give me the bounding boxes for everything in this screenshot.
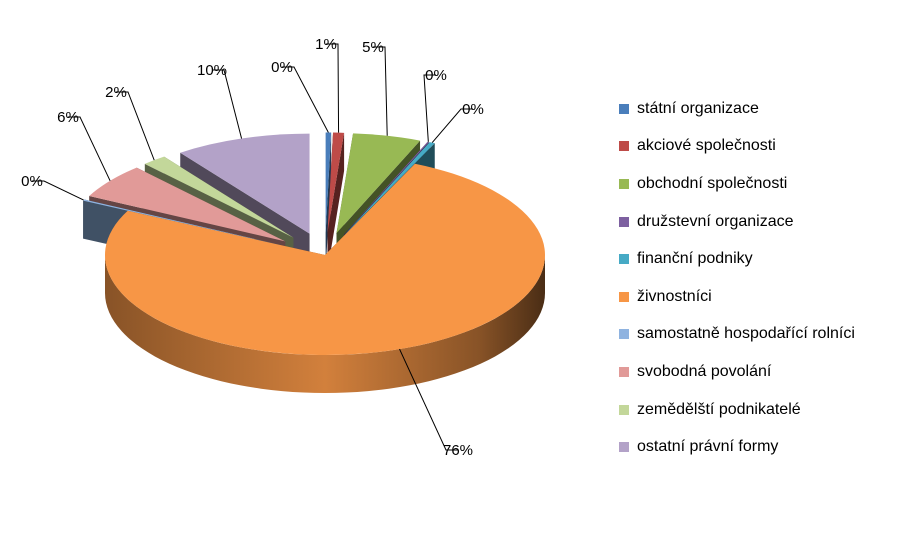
- data-label: 10%: [197, 62, 227, 79]
- pie-slice-4: [344, 142, 435, 235]
- legend-swatch: [619, 366, 629, 377]
- leader-line: [32, 180, 84, 201]
- pie-slice-side: [325, 132, 332, 271]
- legend-swatch: [619, 141, 629, 152]
- data-label: 0%: [21, 173, 43, 190]
- data-label: 2%: [105, 84, 127, 101]
- legend-swatch: [619, 103, 629, 114]
- legend-item: svobodná povolání: [619, 353, 909, 391]
- pie-slice-3: [344, 141, 429, 235]
- pie-slice-5: [105, 163, 546, 355]
- leader-line: [423, 74, 436, 142]
- legend-item: státní organizace: [619, 90, 909, 128]
- data-label: 0%: [271, 59, 293, 76]
- legend-item: ostatní právní formy: [619, 428, 909, 466]
- leader-line: [68, 116, 111, 182]
- legend-swatch: [619, 329, 629, 340]
- legend-item: živnostníci: [619, 278, 909, 316]
- leader-line: [116, 91, 155, 161]
- leader-line: [212, 69, 243, 139]
- legend-label: svobodná povolání: [637, 362, 772, 380]
- pie-slice-1: [327, 132, 345, 233]
- leader-line: [326, 43, 340, 133]
- legend-item: zemědělští podnikatelé: [619, 391, 909, 429]
- leader-line: [282, 66, 329, 133]
- legend-swatch: [619, 178, 629, 189]
- legend-label: finanční podniky: [637, 250, 753, 268]
- legend-swatch: [619, 254, 629, 265]
- legend-item: obchodní společnosti: [619, 165, 909, 203]
- pie-slice-8: [144, 156, 294, 238]
- legend-label: obchodní společnosti: [637, 174, 788, 192]
- data-label: 1%: [315, 36, 337, 53]
- legend-label: živnostníci: [637, 287, 712, 305]
- legend-label: akciové společnosti: [637, 137, 776, 155]
- legend-label: ostatní právní formy: [637, 438, 779, 456]
- legend-item: akciové společnosti: [619, 128, 909, 166]
- legend-swatch: [619, 291, 629, 302]
- legend-swatch: [619, 404, 629, 415]
- data-label: 5%: [362, 39, 384, 56]
- data-label: 6%: [57, 109, 79, 126]
- chart-legend: státní organizace akciové společnosti obch…: [619, 90, 909, 466]
- leader-line: [399, 348, 458, 451]
- data-label: 0%: [462, 101, 484, 118]
- pie-slice-6: [83, 199, 281, 245]
- leader-line: [373, 46, 388, 136]
- legend-label: státní organizace: [637, 99, 759, 117]
- legend-label: zemědělští podnikatelé: [637, 400, 801, 418]
- data-label: 0%: [425, 67, 447, 84]
- data-label: 76%: [443, 442, 473, 459]
- legend-swatch: [619, 442, 629, 453]
- legend-item: družstevní organizace: [619, 203, 909, 241]
- legend-label: družstevní organizace: [637, 212, 794, 230]
- pie-slice-7: [89, 167, 286, 242]
- pie-slice-0: [325, 132, 332, 233]
- legend-item: finanční podniky: [619, 240, 909, 278]
- legend-swatch: [619, 216, 629, 227]
- leader-line: [431, 108, 473, 143]
- pie-slice-9: [180, 133, 310, 234]
- legend-label: samostatně hospodařící rolníci: [637, 325, 855, 343]
- legend-item: samostatně hospodařící rolníci: [619, 316, 909, 354]
- pie-slice-2: [336, 133, 421, 234]
